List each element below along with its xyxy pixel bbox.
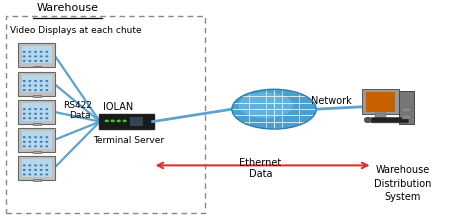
Circle shape	[41, 113, 42, 114]
Circle shape	[35, 165, 36, 166]
Circle shape	[41, 165, 42, 166]
FancyBboxPatch shape	[18, 72, 55, 96]
FancyBboxPatch shape	[18, 100, 55, 124]
FancyBboxPatch shape	[33, 95, 41, 97]
Circle shape	[29, 146, 30, 147]
Circle shape	[35, 174, 36, 175]
FancyBboxPatch shape	[402, 108, 411, 112]
FancyBboxPatch shape	[375, 113, 386, 118]
FancyBboxPatch shape	[99, 114, 154, 129]
Circle shape	[41, 169, 42, 170]
Circle shape	[35, 90, 36, 91]
Circle shape	[106, 120, 108, 122]
FancyBboxPatch shape	[22, 75, 52, 92]
Circle shape	[46, 85, 47, 86]
FancyBboxPatch shape	[399, 91, 414, 124]
Text: Warehouse: Warehouse	[37, 3, 99, 13]
Circle shape	[46, 174, 47, 175]
Circle shape	[41, 90, 42, 91]
Circle shape	[24, 90, 25, 91]
FancyBboxPatch shape	[33, 66, 41, 67]
Circle shape	[29, 90, 30, 91]
Circle shape	[46, 146, 47, 147]
Circle shape	[24, 137, 25, 138]
Circle shape	[29, 113, 30, 114]
Text: Warehouse
Distribution
System: Warehouse Distribution System	[374, 165, 431, 202]
Circle shape	[123, 120, 126, 122]
Text: Data: Data	[69, 111, 91, 120]
FancyBboxPatch shape	[18, 156, 55, 180]
Circle shape	[41, 146, 42, 147]
Text: Ethernet
Data: Ethernet Data	[239, 158, 281, 180]
Circle shape	[24, 165, 25, 166]
Circle shape	[35, 56, 36, 57]
FancyBboxPatch shape	[366, 92, 396, 112]
Circle shape	[41, 137, 42, 138]
Circle shape	[238, 92, 293, 118]
Circle shape	[46, 113, 47, 114]
Circle shape	[29, 137, 30, 138]
Circle shape	[46, 169, 47, 170]
Circle shape	[112, 120, 114, 122]
Circle shape	[29, 85, 30, 86]
Ellipse shape	[364, 117, 372, 123]
Circle shape	[29, 169, 30, 170]
Circle shape	[232, 89, 316, 129]
Circle shape	[46, 137, 47, 138]
Circle shape	[35, 137, 36, 138]
Text: Terminal Server: Terminal Server	[93, 136, 164, 145]
Circle shape	[35, 85, 36, 86]
FancyBboxPatch shape	[18, 43, 55, 67]
Circle shape	[29, 118, 30, 119]
Circle shape	[29, 165, 30, 166]
FancyBboxPatch shape	[371, 118, 408, 123]
Circle shape	[35, 118, 36, 119]
Circle shape	[41, 85, 42, 86]
FancyBboxPatch shape	[402, 115, 411, 118]
FancyBboxPatch shape	[22, 159, 52, 177]
Circle shape	[29, 56, 30, 57]
Text: Video Displays at each chute: Video Displays at each chute	[10, 26, 141, 35]
Circle shape	[24, 169, 25, 170]
FancyBboxPatch shape	[22, 46, 52, 63]
Circle shape	[35, 141, 36, 142]
Circle shape	[117, 120, 120, 122]
Circle shape	[29, 141, 30, 142]
Circle shape	[46, 90, 47, 91]
Circle shape	[46, 165, 47, 166]
Circle shape	[46, 141, 47, 142]
Circle shape	[41, 56, 42, 57]
Circle shape	[24, 113, 25, 114]
Text: RS422: RS422	[63, 101, 92, 110]
FancyBboxPatch shape	[130, 117, 143, 126]
Circle shape	[41, 118, 42, 119]
FancyBboxPatch shape	[362, 89, 399, 114]
Circle shape	[41, 141, 42, 142]
Circle shape	[41, 174, 42, 175]
Circle shape	[35, 113, 36, 114]
Circle shape	[24, 141, 25, 142]
Circle shape	[46, 56, 47, 57]
FancyBboxPatch shape	[22, 131, 52, 149]
Circle shape	[46, 118, 47, 119]
FancyBboxPatch shape	[33, 123, 41, 125]
Circle shape	[29, 174, 30, 175]
FancyBboxPatch shape	[33, 151, 41, 153]
Circle shape	[35, 169, 36, 170]
Circle shape	[24, 118, 25, 119]
Text: IOLAN: IOLAN	[103, 102, 133, 112]
FancyBboxPatch shape	[18, 128, 55, 152]
Circle shape	[24, 56, 25, 57]
Text: Network: Network	[311, 95, 351, 105]
Circle shape	[24, 146, 25, 147]
Circle shape	[35, 146, 36, 147]
FancyBboxPatch shape	[33, 179, 41, 181]
Circle shape	[24, 85, 25, 86]
FancyBboxPatch shape	[22, 103, 52, 120]
Circle shape	[24, 174, 25, 175]
